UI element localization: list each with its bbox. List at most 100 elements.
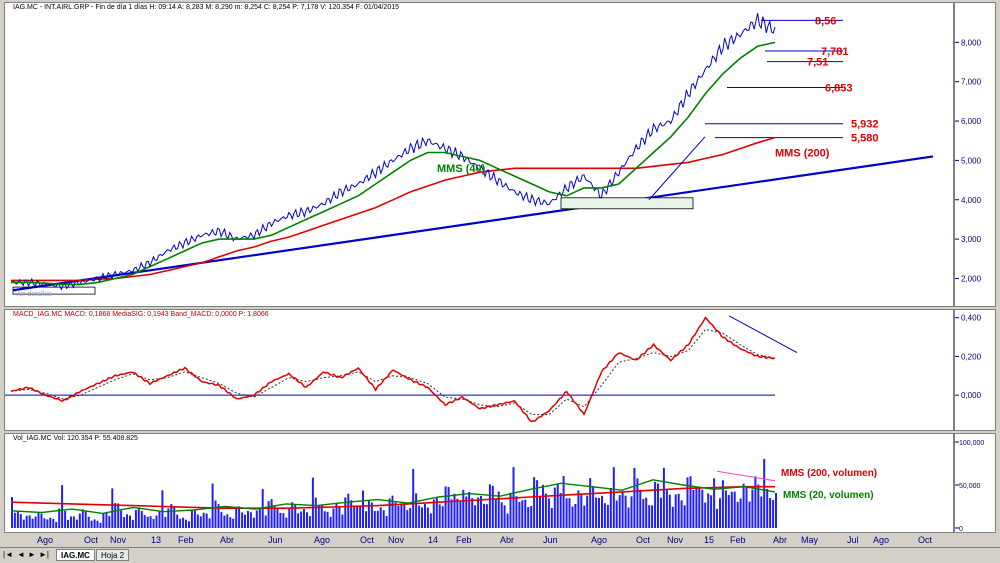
x-tick-label: Feb [178,535,194,545]
volume-bar [760,496,763,528]
price-tick-label: 8,000 [961,38,982,47]
price-panel[interactable]: IAG.MC - INT.AIRL.GRP - Fin de día 1 día… [4,2,954,307]
volume-bar [353,505,356,528]
price-line [10,13,776,291]
price-y-ticks: 2,000 3,000 4,000 5,000 6,000 7,000 8,000 [955,38,982,283]
volume-bar [120,510,123,528]
support-box-2 [560,197,694,210]
volume-bar [639,489,642,528]
x-tick-label: Feb [730,535,746,545]
next-sheet-arrow-icon[interactable]: ► [28,550,36,559]
volume-bar [370,502,373,528]
price-y-axis: 2,000 3,000 4,000 5,000 6,000 7,000 8,000 [954,2,996,307]
vol-mms200-line [10,485,775,509]
volume-bar [488,484,491,528]
volume-bar [477,497,480,528]
volume-bar [58,508,61,528]
macd-y-ticks: 0,400 0,200 0,000 [955,314,982,400]
volume-bar [146,516,149,528]
volume-bar [409,508,412,528]
volume-bar [28,515,31,528]
x-tick-label: Feb [456,535,472,545]
volume-bar [674,494,677,528]
x-tick-label: Jun [268,535,283,545]
volume-bar [279,513,282,528]
volume-bar [757,484,760,528]
volume-bar [303,509,305,528]
volume-bar [49,517,52,528]
volume-bar [341,514,344,528]
volume-bar [46,519,49,528]
volume-bar [562,476,565,528]
volume-bar [170,504,173,528]
volume-bar [574,504,577,528]
volume-bar [13,512,16,528]
volume-bar [736,501,739,528]
volume-bar [400,503,403,528]
volume-bar [633,467,636,528]
volume-bar [710,495,713,528]
volume-bar [282,513,285,528]
small-label: Ver detalles [15,291,52,298]
volume-bar [211,483,214,528]
volume-bar [291,502,294,528]
volume-bar [382,510,385,528]
volume-bar [568,498,571,528]
tab-hoja-2[interactable]: Hoja 2 [96,549,130,561]
volume-bar [686,477,689,528]
volume-bar [471,498,474,528]
volume-bar [660,497,662,528]
volume-bar [264,515,267,528]
macd-tick-label: 0,200 [961,352,982,361]
tab-iag[interactable]: IAG.MC [56,549,95,561]
volume-bar [500,502,503,528]
support-box-1 [12,286,96,295]
volume-bar [365,511,367,528]
vol-tick-label: 100,000 [959,440,984,447]
volume-bar [432,499,435,528]
volume-bar [19,514,22,528]
volume-bar [317,505,320,528]
volume-bar [556,483,559,528]
label-5-580: 5,580 [851,133,879,145]
volume-bar [438,504,441,528]
volume-bar [559,493,562,528]
label-mms200: MMS (200) [775,148,830,160]
volume-bar [769,498,772,528]
prev-sheet-arrow-icon[interactable]: ◄ [17,550,25,559]
volume-bar [320,505,323,528]
volume-bar [689,476,692,528]
volume-bar [713,478,716,528]
volume-bar [724,490,727,528]
volume-bar [444,486,447,528]
volume-bar [226,514,229,528]
volume-bar [677,493,680,528]
last-sheet-arrow-icon[interactable]: ►| [39,550,49,559]
volume-bar [465,496,468,528]
short-trend-line [648,136,706,201]
x-tick-label: Abr [220,535,235,545]
vol-mms20-line [10,479,776,515]
volume-bar [612,467,615,528]
volume-bar [775,493,777,528]
volume-header: Vol_IAG.MC Vol: 120.354 P: 55.408.825 [13,435,138,442]
volume-bar [244,514,246,528]
volume-bar [544,493,547,528]
x-tick-label: 13 [151,535,162,545]
x-tick-label: Oct [360,535,375,545]
macd-panel[interactable]: MACD_IAG.MC MACD: 0,1868 MediaSIG: 0,194… [4,309,954,431]
first-sheet-arrow-icon[interactable]: |◄ [3,550,13,559]
volume-bar [379,507,382,528]
volume-bar [300,511,303,528]
volume-bar [72,516,75,528]
volume-bar [220,512,223,528]
volume-bar [763,458,766,528]
volume-bar [143,515,146,528]
volume-bar [627,507,630,528]
volume-bar [217,504,220,528]
x-tick-label: Ago [314,535,331,545]
volume-bar [565,498,568,528]
volume-bar [418,505,421,528]
macd-tick-label: 0,000 [961,391,982,400]
volume-panel[interactable]: Vol_IAG.MC Vol: 120.354 P: 55.408.825 MM… [4,433,954,533]
